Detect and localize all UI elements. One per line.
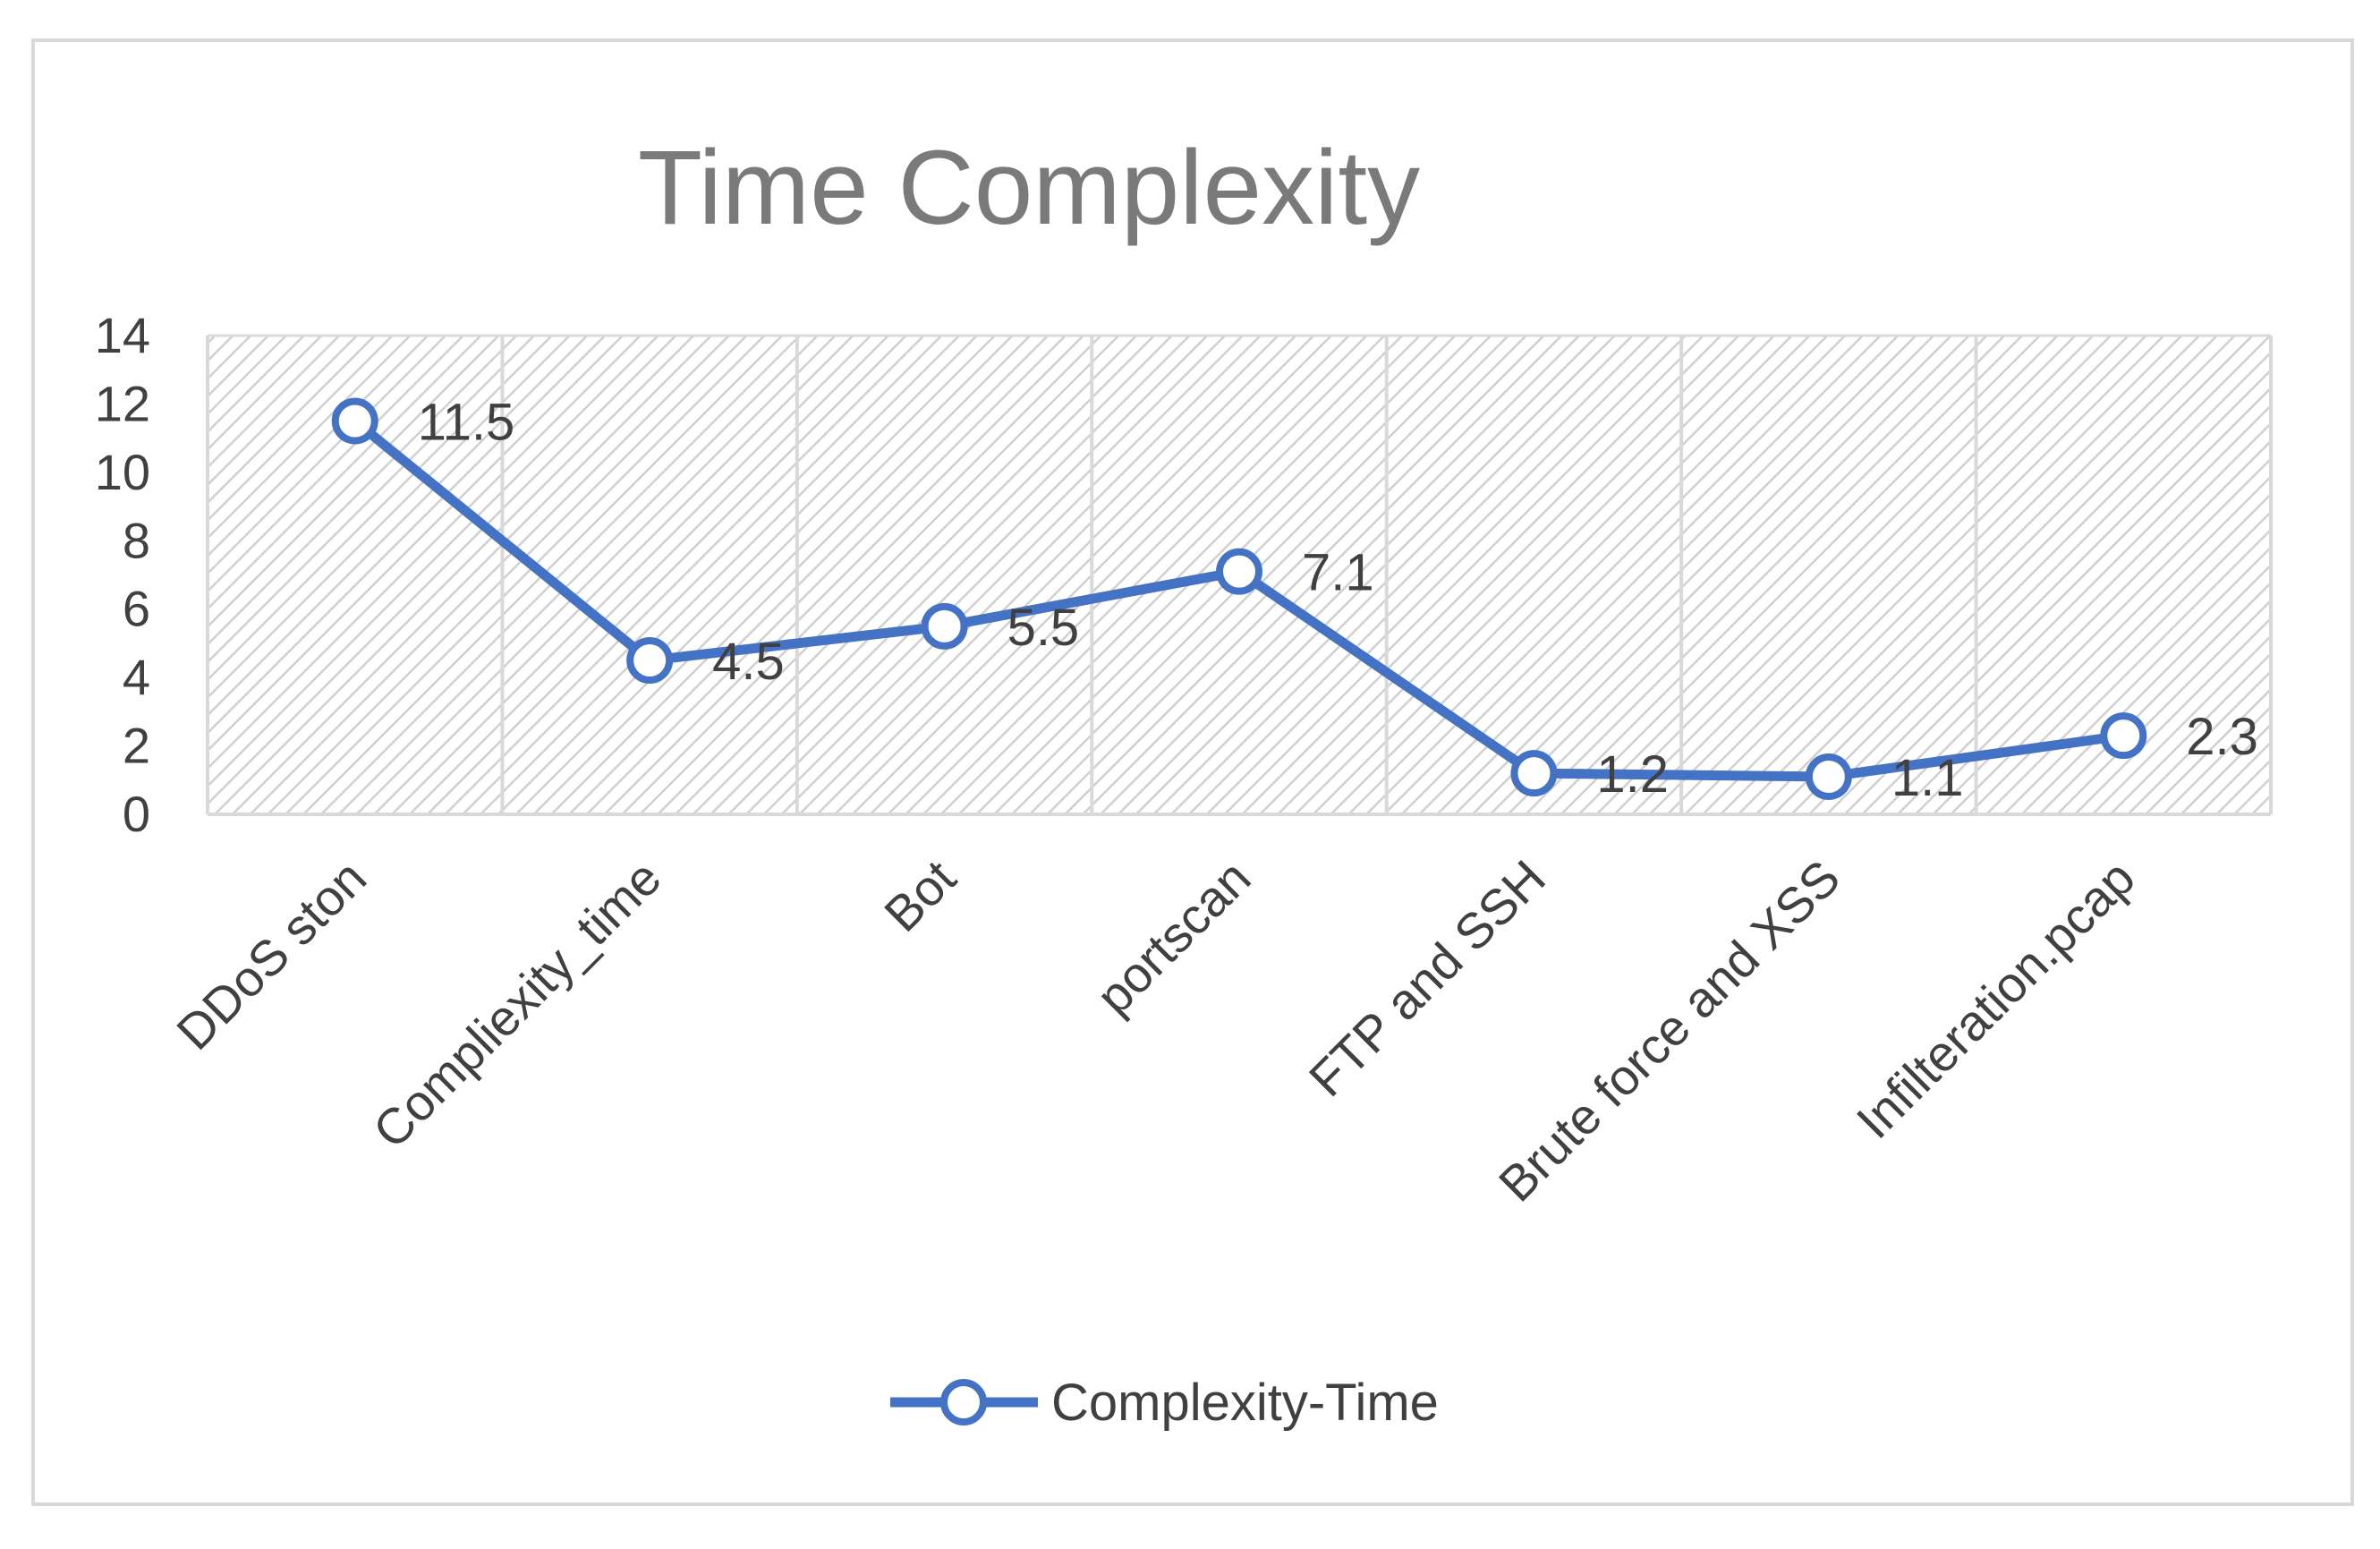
grid-lines [206, 334, 2273, 814]
data-labels: 11.5 4.5 5.5 7.1 1.2 1.1 2.3 [418, 394, 2258, 807]
legend: Complexity-Time [890, 1374, 1439, 1432]
data-label: 1.1 [1891, 749, 1964, 807]
data-label: 2.3 [2186, 708, 2258, 766]
data-point-marker [1510, 750, 1558, 797]
x-category-label: Infilteration.pcap [1846, 849, 2146, 1149]
y-tick-label: 8 [123, 512, 150, 568]
data-label: 5.5 [1007, 599, 1080, 657]
series-markers [331, 397, 2147, 800]
data-label: 7.1 [1302, 544, 1374, 602]
y-tick-label: 10 [95, 444, 150, 500]
legend-marker-swatch [940, 1379, 987, 1426]
y-axis-ticks: 0 2 4 6 8 10 12 14 [95, 307, 150, 842]
y-tick-label: 4 [123, 649, 150, 705]
legend-label: Complexity-Time [1051, 1374, 1439, 1432]
data-point-marker [331, 397, 378, 445]
y-tick-label: 14 [95, 307, 150, 363]
x-category-label: Brute force and XSS [1488, 849, 1851, 1213]
y-tick-label: 12 [95, 375, 150, 431]
y-tick-label: 0 [123, 786, 150, 842]
data-label: 11.5 [418, 394, 515, 452]
x-category-label: Bot [873, 849, 966, 942]
x-category-label: DDoS ston [166, 849, 377, 1060]
data-point-marker [1805, 753, 1852, 800]
x-category-label: Compliexity_time [362, 849, 672, 1159]
data-point-marker [626, 637, 674, 685]
y-tick-label: 6 [123, 581, 150, 637]
x-category-label: portscan [1085, 849, 1261, 1025]
data-label: 4.5 [712, 633, 785, 691]
data-label: 1.2 [1596, 745, 1669, 804]
data-point-marker [921, 602, 968, 650]
y-tick-label: 2 [123, 718, 150, 774]
data-point-marker [1216, 548, 1262, 595]
chart-title: Time Complexity [638, 129, 1420, 247]
data-point-marker [2100, 712, 2147, 760]
x-category-label: FTP and SSH [1298, 849, 1556, 1107]
